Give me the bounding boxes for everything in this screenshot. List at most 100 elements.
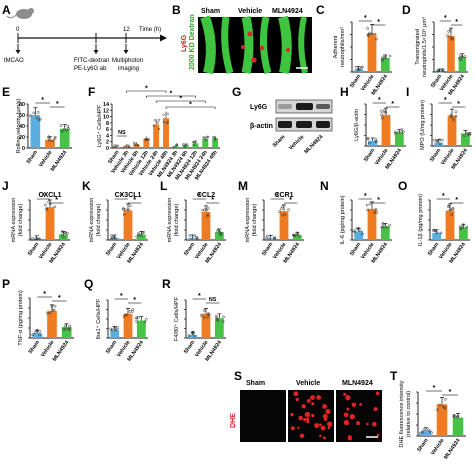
bar-e-0 [30, 115, 41, 148]
bar-j-2 [58, 234, 68, 240]
panel-q-ylabel-0: Iba1⁺ Cells/HPF [95, 298, 102, 339]
cat-label-e-0: Sham [26, 150, 39, 166]
bar-q-0 [110, 329, 120, 338]
panel-m-title: CCR1 [274, 192, 293, 199]
panel-m-ylabel-0: mRNA expression [245, 198, 251, 243]
bar-n-2 [380, 226, 390, 240]
panel-s-label-dhe: DHE [230, 413, 237, 428]
sig-j-1: * [55, 197, 58, 204]
time-axis-label: Time (h) [139, 27, 161, 33]
panel-s-col-mln4924: MLN4924 [342, 380, 373, 387]
bar-k-1 [123, 210, 133, 240]
micrograph-mln4924 [274, 17, 312, 73]
sig-c-1: * [377, 19, 380, 26]
panel-j-ylabel-1: (fold change) [18, 204, 24, 237]
panel-f-ytick-0: 0 [106, 146, 109, 152]
bar-f-6 [172, 146, 179, 148]
panel-b-col-mln4924: MLN4924 [272, 8, 303, 15]
panel-letter-s: S [234, 369, 242, 383]
bar-r-2 [214, 318, 224, 338]
bar-e-2 [59, 128, 70, 148]
panel-letter-l: L [160, 179, 167, 193]
sig-f-0: * [170, 91, 173, 98]
panel-k-ylabel-0: mRNA expression [89, 198, 95, 243]
bar-i-1 [447, 115, 457, 146]
bar-o-1 [445, 210, 455, 240]
dhe-image-sham [240, 390, 286, 442]
bar-f-2 [133, 144, 140, 148]
sig-t-1: * [449, 389, 452, 396]
panel-c-ylabel-1: neutrophils/mm² [340, 27, 346, 67]
panel-t-ylabel-1: (relative to control) [406, 391, 412, 437]
sig-i-0: * [444, 97, 447, 104]
bar-i-0 [434, 142, 444, 146]
sig-d-0: * [444, 15, 447, 22]
panel-j-ylabel-0: mRNA expression [11, 198, 17, 243]
panel-letter-c: C [316, 3, 325, 17]
panel-p-ylabel-0: TNF-α (pg/mg protein) [18, 290, 24, 346]
bar-t-2 [452, 417, 464, 436]
panel-h-ylabel-0: Ly6G/β-actin [354, 109, 360, 141]
panel-e-ytick-1: 20 [19, 135, 25, 141]
sig-o-1: * [455, 197, 458, 204]
panel-l-title: CCL2 [197, 192, 215, 199]
sig-c-0: * [364, 15, 367, 22]
bar-f-7 [182, 145, 189, 148]
panel-d-ylabel-1: neutrophils/1.5×10⁶ µm³ [421, 17, 428, 77]
bar-n-0 [354, 231, 364, 240]
sig-l-1: * [211, 197, 214, 204]
panel-b-col-sham: Sham [201, 8, 220, 15]
panel-letter-r: R [162, 277, 171, 291]
sig-q-1: * [133, 297, 136, 304]
timepoint-0: 0 [16, 27, 20, 33]
panel-letter-f: F [88, 85, 95, 99]
bar-p-0 [32, 333, 43, 338]
sig-k-1: * [133, 197, 136, 204]
bar-d-1 [447, 36, 455, 72]
sig-o-0: * [442, 193, 445, 200]
bar-d-2 [458, 57, 467, 72]
bar-h-0 [368, 140, 378, 146]
bar-n-1 [367, 208, 377, 240]
panel-i-ylabel-0: MPO (U/mg protein) [420, 100, 426, 150]
panel-l-ylabel-1: (fold change) [174, 204, 180, 237]
bar-p-2 [61, 326, 72, 338]
sig-h-1: * [391, 101, 394, 108]
panel-letter-h: H [340, 85, 349, 99]
sig-d-1: * [455, 19, 458, 26]
blot-lane-mln4924: MLN4924 [303, 134, 324, 155]
panel-f-ytick-5: 10 [103, 115, 109, 121]
panel-letter-d: D [402, 3, 411, 17]
panel-s: S Sham Vehicle MLN4924 DHE [230, 369, 382, 442]
panel-c-ylabel-0: Adherent [333, 35, 339, 58]
panel-f-ylabel: Ly6G⁺ Cells/HPF [96, 104, 103, 147]
panel-r-ylabel-0: F4/80⁺ Cells/HPF [173, 296, 180, 341]
bar-f-0 [113, 147, 120, 148]
bar-i-2 [460, 133, 470, 146]
sig-k-0: * [120, 193, 123, 200]
panel-f-ytick-4: 8 [106, 121, 109, 127]
ns-label-f: NS [118, 130, 126, 136]
event-pe-ly6g: PE-Ly6G ab [74, 66, 107, 72]
timeline-arrowhead [160, 34, 167, 42]
panel-e-ytick-4: 80 [19, 102, 25, 108]
sig-e-0: * [41, 97, 44, 104]
panel-o: OIL-1β (pg/mg protein)ShamVehicleMLN4924… [398, 179, 470, 265]
panel-a: A 0 12 Time (h) tMCAO FITC-dextran PE-Ly… [2, 3, 167, 72]
cat-label-t-1: Vehicle [430, 438, 446, 457]
mouse-icon [6, 8, 34, 19]
panel-k-ylabel-1: (fold change) [96, 204, 102, 237]
panel-letter-k: K [82, 179, 91, 193]
bar-k-2 [136, 234, 146, 240]
panel-t-ylabel-0: DHE fluorescence intensity [399, 380, 405, 447]
